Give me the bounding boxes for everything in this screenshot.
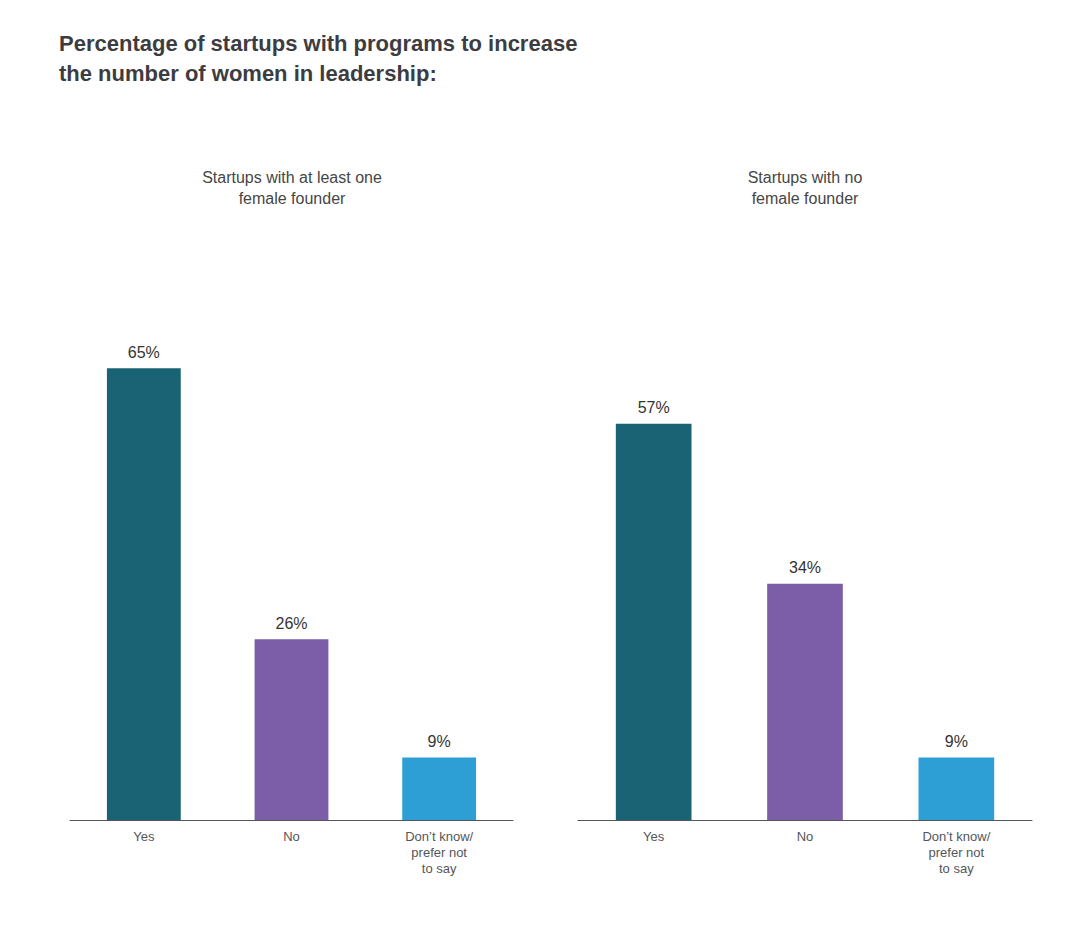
svg-text:female founder: female founder xyxy=(239,190,346,207)
svg-text:Don’t know/: Don’t know/ xyxy=(922,829,990,844)
svg-text:26%: 26% xyxy=(275,615,307,632)
svg-text:No: No xyxy=(797,829,814,844)
svg-text:Yes: Yes xyxy=(133,829,155,844)
svg-text:Percentage of startups with pr: Percentage of startups with programs to … xyxy=(59,31,577,56)
svg-text:57%: 57% xyxy=(638,399,670,416)
svg-text:prefer not: prefer not xyxy=(411,845,467,860)
svg-text:female founder: female founder xyxy=(752,190,859,207)
svg-text:to say: to say xyxy=(422,861,457,876)
svg-text:to say: to say xyxy=(939,861,974,876)
svg-text:9%: 9% xyxy=(428,733,451,750)
svg-text:Yes: Yes xyxy=(643,829,665,844)
svg-text:9%: 9% xyxy=(945,733,968,750)
svg-text:Startups with no: Startups with no xyxy=(748,169,863,186)
svg-text:34%: 34% xyxy=(789,559,821,576)
svg-text:Startups with at least one: Startups with at least one xyxy=(202,169,382,186)
svg-text:Don’t know/: Don’t know/ xyxy=(405,829,473,844)
svg-text:prefer not: prefer not xyxy=(929,845,985,860)
svg-text:the number of women in leaders: the number of women in leadership: xyxy=(59,61,437,86)
svg-text:No: No xyxy=(283,829,300,844)
svg-text:65%: 65% xyxy=(128,344,160,361)
